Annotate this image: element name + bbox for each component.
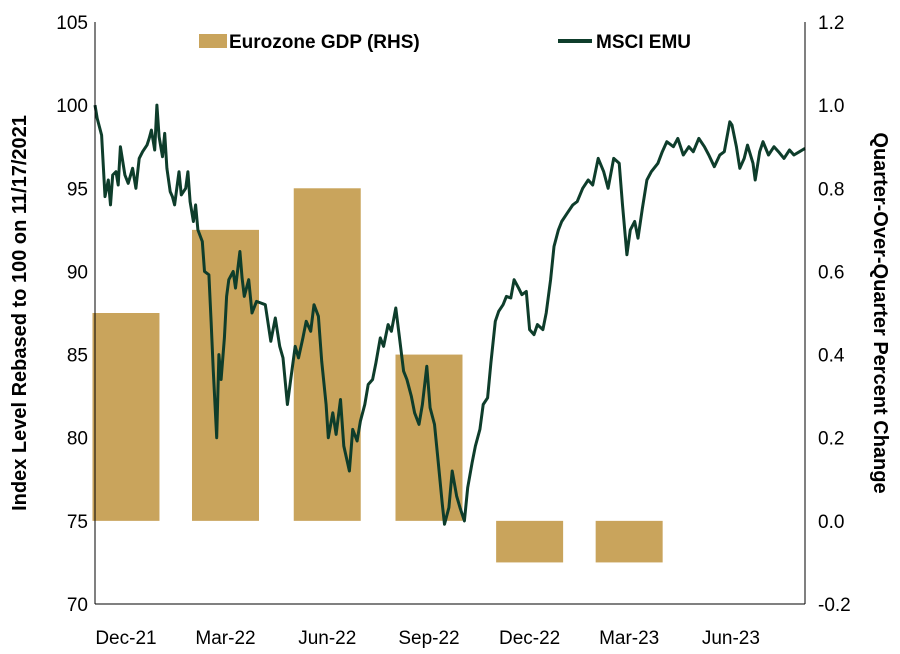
y-tick-right: -0.2 bbox=[818, 595, 851, 616]
legend: Eurozone GDP (RHS) MSCI EMU bbox=[199, 32, 691, 53]
y-tick-right: 1.0 bbox=[818, 96, 844, 117]
gdp-bar-mar-23 bbox=[595, 520, 663, 563]
x-tick: Jun-22 bbox=[298, 628, 356, 649]
y-tick-right: 0.2 bbox=[818, 429, 844, 450]
gdp-bar-mar-22 bbox=[191, 229, 259, 521]
msci-emu-line bbox=[93, 103, 806, 526]
y-tick-right: 0.4 bbox=[818, 346, 845, 367]
y-tick-left: 95 bbox=[67, 179, 88, 200]
y-tick-left: 105 bbox=[56, 13, 88, 34]
y-tick-left: 85 bbox=[67, 346, 88, 367]
y-tick-right: 1.2 bbox=[818, 13, 844, 34]
y-tick-right: 0.8 bbox=[818, 179, 844, 200]
y-tick-left: 90 bbox=[67, 262, 88, 283]
y-tick-left: 80 bbox=[67, 429, 88, 450]
gdp-bar-dec-21 bbox=[92, 313, 160, 521]
y-axis-title-left: Index Level Rebased to 100 on 11/17/2021 bbox=[9, 115, 31, 511]
x-tick: Dec-22 bbox=[499, 628, 560, 649]
legend-swatch-gdp bbox=[199, 34, 227, 48]
x-tick: Mar-23 bbox=[599, 628, 659, 649]
legend-label-msci: MSCI EMU bbox=[596, 32, 691, 53]
tick-labels: 70 75 80 85 90 95 100 105 -0.2 0.0 0.2 0.4 0.6 0.8 1.0… bbox=[56, 13, 850, 649]
y-tick-left: 70 bbox=[67, 595, 88, 616]
y-tick-right: 0.0 bbox=[818, 512, 844, 533]
x-tick: Dec-21 bbox=[95, 628, 156, 649]
x-tick: Mar-22 bbox=[195, 628, 255, 649]
msci-emu-line-layer bbox=[93, 103, 806, 526]
y-axis-title-right: Quarter-Over-Quarter Percent Change bbox=[869, 132, 891, 493]
plot-frame bbox=[94, 22, 806, 605]
x-tick: Jun-23 bbox=[702, 628, 760, 649]
x-tick: Sep-22 bbox=[398, 628, 459, 649]
y-tick-left: 75 bbox=[67, 512, 88, 533]
gdp-bars bbox=[92, 188, 663, 563]
y-tick-left: 100 bbox=[56, 96, 88, 117]
y-tick-right: 0.6 bbox=[818, 262, 844, 283]
gdp-bar-dec-22 bbox=[496, 520, 564, 563]
legend-label-gdp: Eurozone GDP (RHS) bbox=[229, 32, 420, 53]
